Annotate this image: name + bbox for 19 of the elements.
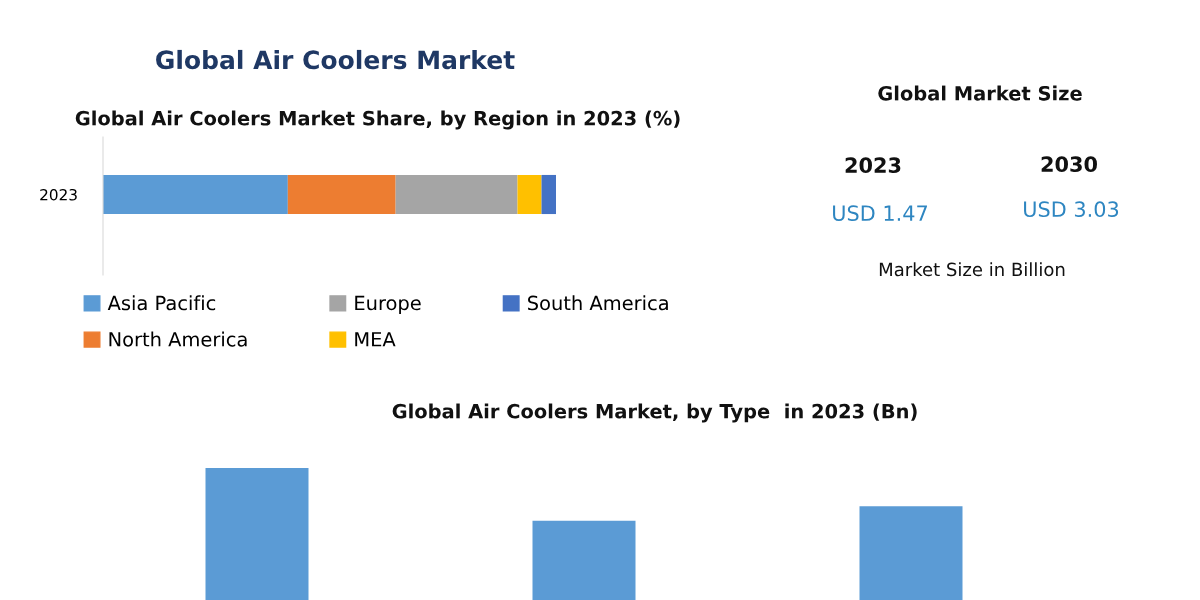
text: Market Size in Billion xyxy=(879,262,1065,277)
bar xyxy=(287,174,396,215)
legend-label: Asia Pacific xyxy=(107,295,216,311)
legend-label: South America xyxy=(528,295,668,311)
text: USD 1.47 xyxy=(833,205,927,222)
chart-title: Global Air Coolers Market xyxy=(156,49,515,70)
text: 2023 xyxy=(845,157,901,174)
text: Global Market Size xyxy=(878,85,1082,101)
legend-label: Europe xyxy=(355,295,421,315)
text: USD 3.03 xyxy=(1024,201,1119,218)
chart-title: Global Air Coolers Market, by Type in 2023 (Bn) xyxy=(392,403,917,423)
legend-label: North America xyxy=(109,331,247,347)
bar xyxy=(395,174,518,215)
bar xyxy=(541,174,556,215)
chart-subtitle: Global Air Coolers Market Share, by Region in 2023 (%) xyxy=(75,110,680,130)
bar xyxy=(517,174,542,215)
bar xyxy=(103,174,288,215)
text: 2030 xyxy=(1041,156,1097,173)
legend-label: MEA xyxy=(355,332,396,347)
